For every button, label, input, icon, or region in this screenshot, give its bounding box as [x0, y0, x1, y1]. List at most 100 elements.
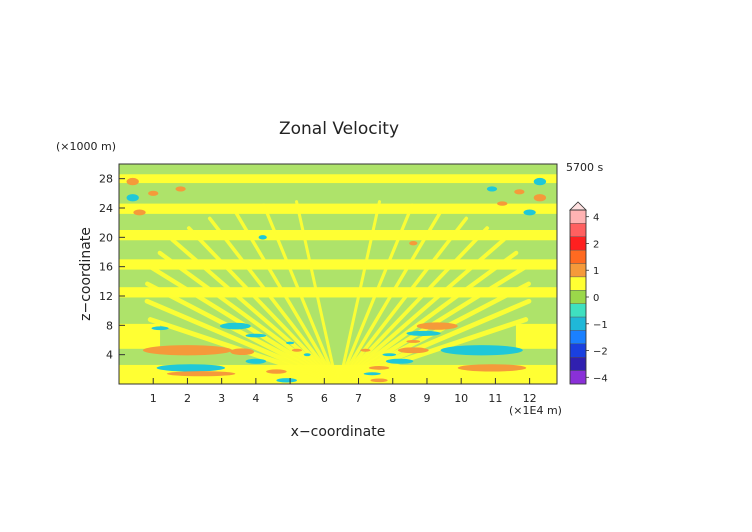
field-cell: [382, 353, 397, 357]
x-axis-label: x−coordinate: [291, 424, 386, 440]
wave-ray: [262, 203, 338, 384]
field-cell: [245, 358, 267, 364]
colorbar-swatch: [569, 357, 587, 371]
field-cell: [266, 369, 287, 374]
field-band: [119, 174, 557, 184]
field-cell: [175, 186, 186, 192]
colorbar-swatch: [569, 330, 587, 345]
y-tick-label: 8: [106, 319, 113, 332]
field-cell: [385, 358, 414, 364]
y-tick-label: 4: [106, 349, 113, 362]
wave-ray: [157, 250, 339, 384]
y-axis-label: z−coordinate: [78, 227, 94, 321]
x-unit-label: (×1E4 m): [509, 404, 562, 417]
colorbar-swatch: [569, 276, 587, 291]
x-tick-label: 11: [488, 392, 502, 405]
wave-ray: [337, 226, 490, 384]
field-cell: [368, 366, 390, 370]
wave-ray: [170, 237, 339, 384]
wave-ray: [338, 200, 381, 384]
y-tick-label: 16: [99, 261, 113, 274]
wave-ray: [144, 298, 339, 384]
colorbar: 4 2 1 0 −1 −2 −4: [569, 201, 608, 385]
field-cell: [457, 364, 527, 372]
colorbar-tick-label: 2: [593, 239, 599, 250]
field-cells: [126, 177, 547, 383]
chart-title: Zonal Velocity: [279, 119, 399, 139]
field-band: [119, 259, 557, 270]
x-tick-label: 1: [150, 392, 157, 405]
field-cell: [440, 345, 523, 356]
colorbar-swatch: [569, 343, 587, 358]
wave-ray: [233, 209, 338, 384]
field-cell: [156, 364, 226, 372]
field-band: [119, 287, 557, 298]
colorbar-tick-label: −1: [593, 320, 608, 331]
field-band: [119, 364, 557, 384]
y-tick-label: 20: [99, 231, 113, 244]
field-cell: [166, 371, 236, 377]
field-cell: [230, 348, 255, 356]
x-tick-label: 2: [184, 392, 191, 405]
field-cell: [406, 330, 441, 336]
field-cell: [219, 322, 251, 330]
colorbar-swatch: [569, 290, 587, 304]
x-tick-label: 12: [523, 392, 537, 405]
colorbar-swatch: [569, 370, 587, 385]
x-tick-label: 10: [454, 392, 468, 405]
y-tick-label: 12: [99, 290, 113, 303]
y-tick-label: 28: [99, 173, 113, 186]
plot-area: [119, 164, 557, 384]
colorbar-swatch: [569, 303, 587, 318]
field-cell: [245, 333, 267, 338]
x-tick-label: 4: [252, 392, 259, 405]
field-cell: [523, 209, 536, 216]
field-cell: [142, 345, 232, 356]
y-axis: 4 8 12 16 20 24 28: [99, 173, 125, 362]
field-cell: [416, 322, 458, 330]
x-tick-label: 8: [389, 392, 396, 405]
wave-ray: [295, 200, 338, 384]
field-cell: [363, 372, 381, 376]
colorbar-swatch: [569, 209, 587, 224]
field-cell: [258, 235, 267, 240]
field-band: [119, 230, 557, 241]
colorbar-swatch: [569, 263, 587, 278]
field-bands: [119, 174, 557, 384]
field-cell: [370, 378, 388, 383]
y-tick-label: 24: [99, 202, 113, 215]
field-cell: [486, 186, 498, 192]
wave-ray: [338, 203, 414, 384]
x-tick-label: 7: [355, 392, 362, 405]
field-cell: [285, 341, 295, 345]
field-cell: [126, 194, 139, 202]
wave-ray: [337, 237, 506, 384]
wave-ray: [338, 209, 443, 384]
colorbar-swatch: [569, 249, 587, 264]
field-cell: [397, 347, 429, 354]
field-cell: [514, 189, 525, 195]
x-tick-label: 3: [218, 392, 225, 405]
time-label: 5700 s: [566, 161, 603, 174]
field-cell: [360, 348, 371, 352]
colorbar-tick-label: 0: [593, 293, 599, 304]
x-axis: 1 2 3 4 5 6 7 8 9 10 11 12: [150, 378, 537, 405]
wave-ray: [207, 216, 339, 384]
colorbar-extend-arrow: [569, 201, 587, 211]
field-cell: [497, 201, 508, 206]
wave-ray: [337, 317, 529, 384]
colorbar-tick-label: −4: [593, 373, 608, 384]
field-cell: [126, 177, 139, 186]
field-cell: [291, 348, 303, 352]
x-tick-label: 6: [321, 392, 328, 405]
y-unit-label: (×1000 m): [56, 140, 116, 153]
field-cell: [303, 353, 311, 357]
field-cell: [409, 241, 418, 246]
field-cell: [276, 378, 297, 383]
colorbar-tick-label: 4: [593, 213, 599, 224]
x-tick-label: 9: [423, 392, 430, 405]
colorbar-swatch: [569, 316, 587, 331]
wave-ray: [186, 226, 339, 384]
colorbar-swatch: [569, 236, 587, 251]
